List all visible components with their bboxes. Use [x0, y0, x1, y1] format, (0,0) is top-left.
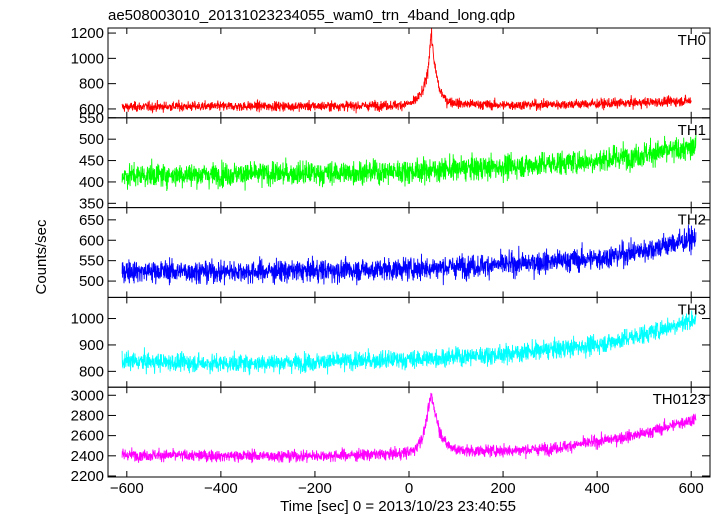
y-tick-label: 350	[79, 195, 104, 212]
x-tick-label: −600	[110, 480, 144, 497]
x-axis-label: Time [sec] 0 = 2013/10/23 23:40:55	[280, 498, 516, 515]
y-tick-label: 3000	[71, 387, 104, 404]
panel-frame	[107, 386, 711, 478]
x-tick-label: −200	[298, 480, 332, 497]
y-tick-label: 800	[79, 363, 104, 380]
x-tick-label: 400	[585, 480, 610, 497]
panel-label-th0: TH0	[678, 32, 706, 49]
y-axis-label: Counts/sec	[33, 219, 50, 295]
panel-th2: 500 550 600 650 TH2	[79, 207, 711, 298]
panel-label-th2: TH2	[678, 212, 706, 229]
panel-th1: 350 400 450 500 550 TH1	[79, 110, 711, 212]
panel-label-th0123: TH0123	[653, 391, 706, 408]
panel-label-th3: TH3	[678, 301, 706, 318]
y-tick-label: 2600	[71, 428, 104, 445]
y-tick-label: 1000	[71, 311, 104, 328]
x-tick-label: −400	[204, 480, 238, 497]
series-line-th3	[121, 307, 697, 376]
y-tick-label: 2800	[71, 407, 104, 424]
y-tick-label: 500	[79, 131, 104, 148]
panel-frame	[107, 207, 711, 298]
series-line-th0	[121, 28, 692, 114]
panel-th3: 800 900 1000 TH3	[71, 296, 711, 388]
series-line-th0123	[121, 392, 697, 464]
y-tick-label: 2400	[71, 448, 104, 465]
y-tick-label: 550	[79, 253, 104, 270]
chart-title: ae508003010_20131023234055_wam0_trn_4ban…	[108, 7, 515, 24]
y-tick-label: 500	[79, 273, 104, 290]
y-tick-label: 400	[79, 174, 104, 191]
y-tick-label: 1200	[71, 25, 104, 42]
panel-th0: 600 800 1000 1200 TH0	[71, 25, 711, 119]
series-line-th1	[121, 134, 697, 192]
y-tick-label: 650	[79, 212, 104, 229]
panel-th0123: 2200 2400 2600 2800 3000 TH0123	[71, 386, 711, 485]
y-tick-label: 1000	[71, 50, 104, 67]
x-tick-label: 0	[405, 480, 413, 497]
panels: 600 800 1000 1200 TH0 350 400 450 500 550 TH1 500 55…	[71, 25, 711, 497]
y-tick-label: 600	[79, 232, 104, 249]
series-line-th2	[121, 224, 697, 286]
panel-label-th1: TH1	[678, 122, 706, 139]
x-tick-label: 600	[679, 480, 704, 497]
y-tick-label: 900	[79, 337, 104, 354]
x-tick-label: 200	[491, 480, 516, 497]
y-tick-label: 550	[79, 110, 104, 127]
y-tick-label: 800	[79, 76, 104, 93]
y-tick-label: 600	[79, 101, 104, 118]
y-tick-label: 2200	[71, 468, 104, 485]
y-tick-label: 450	[79, 153, 104, 170]
